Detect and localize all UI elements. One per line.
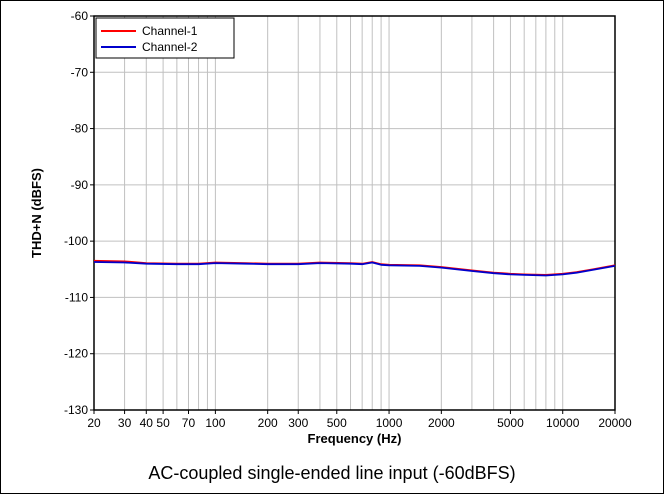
series-line-channel-2 <box>93 261 616 277</box>
y-tick-label: -80 <box>71 122 89 136</box>
legend-label-channel-2: Channel-2 <box>142 40 198 54</box>
x-tick-label: 2000 <box>428 416 455 430</box>
legend-label-channel-1: Channel-1 <box>142 24 198 38</box>
series-line-channel-1 <box>93 259 616 276</box>
x-tick-label: 5000 <box>497 416 524 430</box>
plot-area-border <box>93 15 616 411</box>
x-axis-label: Frequency (Hz) <box>308 431 402 446</box>
y-tick-label: -110 <box>65 290 88 304</box>
y-tick-label: -100 <box>64 234 88 248</box>
x-tick-label: 200 <box>258 416 278 430</box>
x-tick-label: 500 <box>327 416 347 430</box>
x-tick-label: 100 <box>205 416 225 430</box>
x-tick-label: 30 <box>118 416 132 430</box>
y-tick-label: -130 <box>64 403 88 417</box>
chart-caption: AC-coupled single-ended line input (-60d… <box>148 463 516 483</box>
y-tick-label: -90 <box>71 178 89 192</box>
y-tick-label: -60 <box>71 9 89 23</box>
y-axis-label: THD+N (dBFS) <box>29 168 44 258</box>
y-tick-label: -70 <box>71 65 89 79</box>
x-tick-label: 20 <box>87 416 101 430</box>
x-tick-label: 10000 <box>546 416 580 430</box>
x-tick-label: 40 <box>140 416 154 430</box>
x-tick-label: 1000 <box>376 416 403 430</box>
x-tick-label: 300 <box>288 416 308 430</box>
legend-box <box>95 17 235 59</box>
x-tick-label: 50 <box>156 416 170 430</box>
x-tick-label: 20000 <box>598 416 632 430</box>
y-tick-label: -120 <box>64 347 88 361</box>
x-tick-label: 70 <box>182 416 196 430</box>
